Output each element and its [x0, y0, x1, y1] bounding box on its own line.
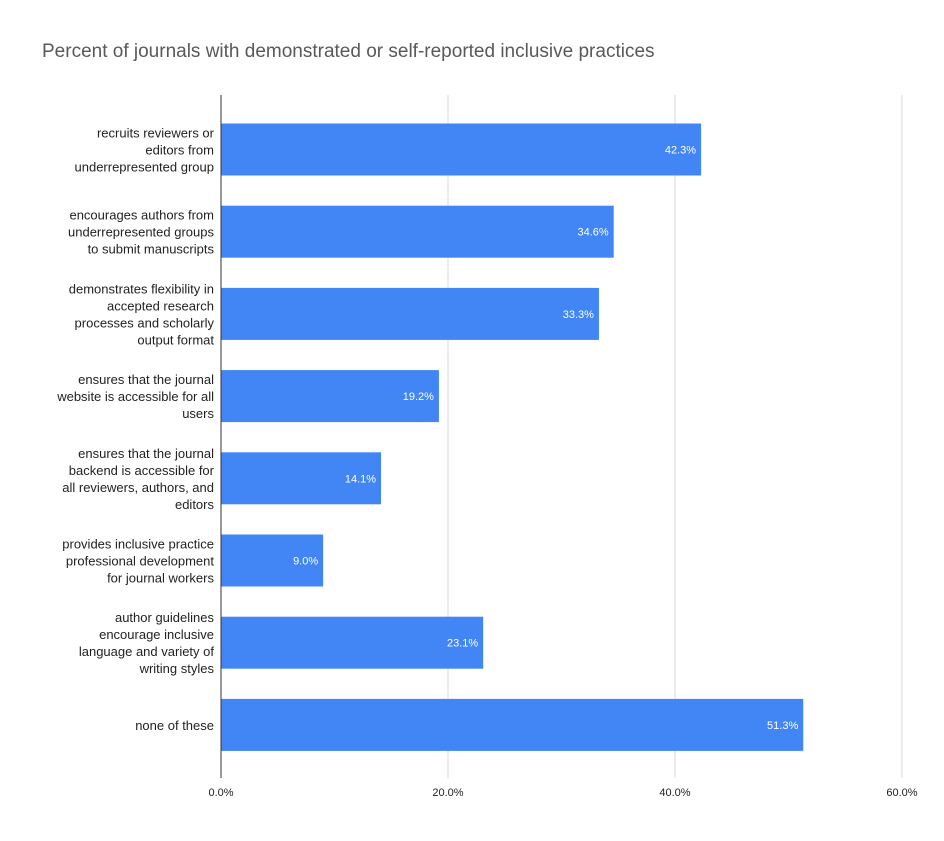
- category-label: recruits reviewers or editors from underre…: [75, 126, 215, 175]
- bar: [221, 698, 804, 751]
- x-tick-label: 60.0%: [886, 787, 917, 799]
- category-label: author guidelines encourage inclusive lang…: [79, 610, 215, 676]
- x-tick-label: 40.0%: [659, 787, 690, 799]
- x-tick-label: 0.0%: [208, 787, 233, 799]
- x-tick-label: 20.0%: [432, 787, 463, 799]
- category-label: ensures that the journal backend is acces…: [62, 446, 214, 512]
- data-label: 33.3%: [563, 309, 594, 321]
- category-label: demonstrates flexibility in accepted rese…: [69, 281, 215, 347]
- bar: [221, 205, 614, 258]
- chart-title: Percent of journals with demonstrated or…: [42, 41, 655, 62]
- bar: [221, 452, 382, 505]
- category-label: encourages authors from underrepresented …: [68, 208, 214, 257]
- data-label: 9.0%: [293, 556, 318, 568]
- bar: [221, 123, 702, 176]
- bar: [221, 534, 324, 587]
- category-label: provides inclusive practice professional …: [62, 537, 214, 586]
- data-label: 14.1%: [345, 473, 376, 485]
- category-label: none of these: [135, 718, 214, 733]
- data-label: 51.3%: [767, 720, 798, 732]
- bar: [221, 616, 484, 669]
- category-label: ensures that the journal website is acces…: [56, 372, 214, 421]
- data-label: 19.2%: [403, 391, 434, 403]
- bar: [221, 287, 599, 340]
- data-label: 42.3%: [665, 145, 696, 157]
- data-label: 23.1%: [447, 638, 478, 650]
- bar: [221, 370, 439, 423]
- data-label: 34.6%: [578, 227, 609, 239]
